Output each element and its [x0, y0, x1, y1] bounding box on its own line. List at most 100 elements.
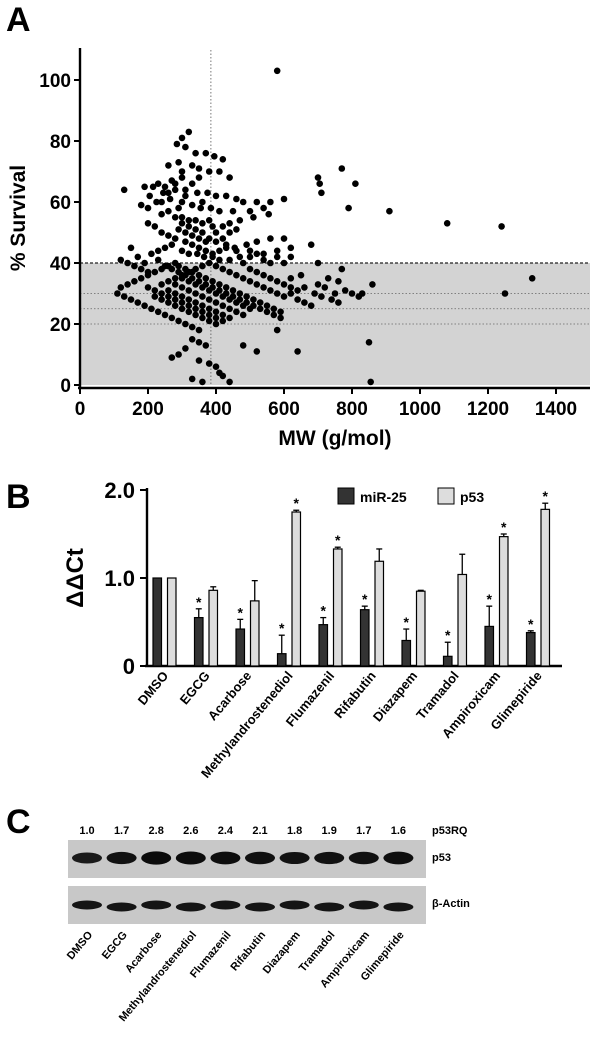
- p53rq-value: 1.6: [391, 825, 406, 837]
- scatter-point: [226, 229, 233, 236]
- p53-band: [106, 851, 137, 865]
- scatter-point: [229, 287, 237, 294]
- scatter-point: [260, 256, 267, 264]
- panel-b-label: B: [6, 478, 31, 516]
- bar: [332, 548, 343, 667]
- scatter-point: [171, 235, 179, 242]
- significance-star: *: [528, 616, 534, 632]
- scatter-point: [182, 192, 189, 200]
- scatter-point: [158, 210, 165, 218]
- y-tick-label: 100: [39, 71, 71, 92]
- scatter-point: [199, 314, 206, 322]
- scatter-point: [294, 287, 301, 294]
- scatter-point: [212, 314, 220, 322]
- scatter-point: [158, 198, 165, 206]
- bar: [401, 639, 412, 667]
- actin-band: [245, 902, 275, 912]
- scatter-point: [246, 207, 254, 215]
- x-axis-label: MW (g/mol): [278, 427, 391, 450]
- scatter-point: [239, 198, 247, 206]
- actin-band: [383, 902, 414, 912]
- scatter-point: [178, 174, 186, 181]
- scatter-point: [199, 308, 206, 316]
- lane-labels: DMSO EGCGAcarboseMethylandrostenediolFlum…: [65, 929, 407, 1024]
- scatter-point: [200, 253, 208, 261]
- scatter-point: [202, 149, 210, 157]
- scatter-point: [195, 357, 203, 364]
- scatter-point: [233, 226, 240, 233]
- scatter-point: [314, 174, 322, 181]
- scatter-point: [137, 275, 145, 282]
- scatter-point: [345, 204, 352, 212]
- actin-band: [279, 900, 310, 910]
- scatter-point: [443, 220, 451, 227]
- scatter-point: [188, 232, 196, 239]
- scatter-point: [226, 256, 233, 264]
- scatter-point: [265, 210, 273, 218]
- scatter-point: [171, 186, 179, 194]
- scatter-point: [236, 253, 244, 261]
- significance-star: *: [543, 488, 549, 504]
- scatter-point: [294, 296, 301, 303]
- p53-band: [210, 851, 241, 865]
- bar: [208, 589, 219, 667]
- scatter-point: [178, 293, 186, 300]
- scatter-point: [226, 220, 233, 227]
- scatter-point: [194, 250, 201, 258]
- scatter-point: [137, 201, 145, 209]
- scatter-point: [246, 253, 254, 261]
- scatter-point: [226, 268, 233, 276]
- scatter-point: [205, 296, 213, 303]
- scatter-point: [195, 326, 203, 334]
- scatter-point: [273, 278, 281, 285]
- scatter-point: [144, 268, 152, 276]
- y-tick-label: 0: [60, 376, 71, 397]
- scatter-point: [182, 271, 189, 279]
- scatter-point: [253, 238, 261, 245]
- bar-chart: 0 1.0 2.0 * * * * * * * * * * * * * DMSO EGCGAcarboseMe…: [62, 478, 562, 781]
- scatter-point: [158, 281, 165, 288]
- scatter-point: [144, 204, 152, 212]
- actin-band: [175, 902, 206, 912]
- scatter-point: [260, 204, 267, 212]
- bar: [442, 655, 453, 667]
- scatter-point: [141, 259, 148, 267]
- scatter-point: [212, 238, 220, 245]
- scatter-point: [192, 217, 199, 224]
- x-tick-label: 0: [75, 399, 86, 420]
- scatter-point: [367, 378, 375, 386]
- scatter-point: [195, 235, 203, 242]
- scatter-point: [239, 259, 247, 267]
- scatter-point: [120, 293, 128, 300]
- scatter-point: [202, 247, 210, 255]
- shaded-band: [80, 263, 590, 385]
- significance-star: *: [196, 594, 202, 610]
- scatter-point: [352, 180, 359, 187]
- bar: [498, 536, 509, 667]
- scatter-point: [243, 299, 250, 306]
- scatter-point: [207, 204, 215, 212]
- bar: [249, 600, 260, 667]
- bar: [540, 508, 551, 667]
- scatter-point: [120, 186, 128, 194]
- scatter-point: [273, 253, 281, 261]
- p53-band: [245, 851, 275, 865]
- actin-bands: [72, 900, 414, 912]
- bar: [457, 573, 468, 667]
- scatter-point: [212, 262, 220, 270]
- scatter-point: [151, 268, 159, 276]
- scatter-point: [195, 165, 203, 172]
- p53rq-value: 1.7: [114, 825, 129, 837]
- bar: [359, 609, 370, 667]
- scatter-point: [270, 311, 278, 319]
- p53rq-value: 1.9: [322, 825, 337, 837]
- x-tick-label: 1000: [399, 399, 441, 420]
- panel-c-label: C: [6, 803, 31, 841]
- scatter-point: [205, 168, 213, 175]
- y-tick-label: 40: [50, 254, 71, 275]
- scatter-point: [314, 259, 322, 267]
- scatter-point: [222, 192, 230, 200]
- scatter-point: [216, 207, 223, 215]
